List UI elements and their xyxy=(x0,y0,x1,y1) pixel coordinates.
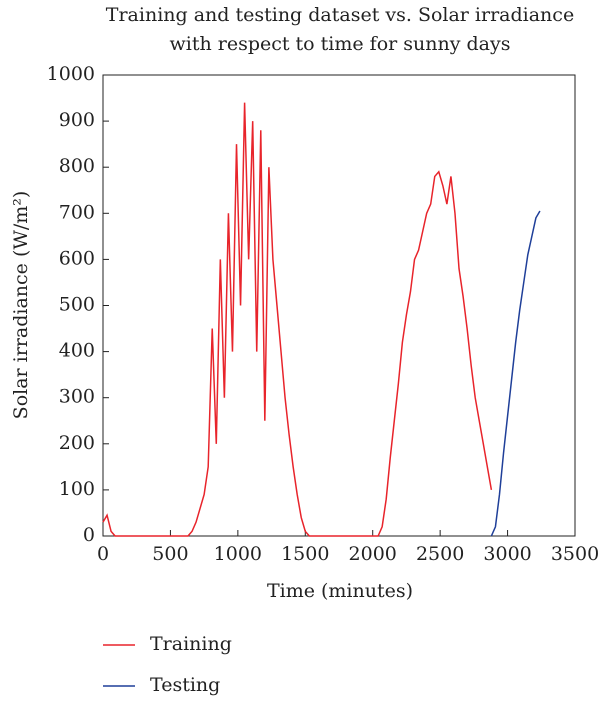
x-tick-label: 3000 xyxy=(483,543,531,565)
y-tick-label: 100 xyxy=(59,478,95,500)
x-tick-label: 2500 xyxy=(416,543,464,565)
y-tick-label: 900 xyxy=(59,109,95,131)
legend-label: Testing xyxy=(150,674,220,696)
series-line xyxy=(490,210,541,537)
y-axis-label: Solar irradiance (W/m²) xyxy=(10,191,32,420)
y-tick-label: 700 xyxy=(59,201,95,223)
y-tick-label: 400 xyxy=(59,340,95,362)
x-tick-label: 0 xyxy=(97,543,109,565)
x-tick-label: 1500 xyxy=(281,543,329,565)
y-tick-label: 300 xyxy=(59,386,95,408)
y-tick-label: 500 xyxy=(59,294,95,316)
y-tick-label: 200 xyxy=(59,432,95,454)
chart-title: with respect to time for sunny days xyxy=(170,33,511,55)
series-line xyxy=(102,102,493,537)
y-tick-label: 1000 xyxy=(47,63,95,85)
chart-title: Training and testing dataset vs. Solar i… xyxy=(106,4,574,26)
y-tick-label: 800 xyxy=(59,155,95,177)
x-tick-label: 3500 xyxy=(551,543,599,565)
x-tick-label: 1000 xyxy=(214,543,262,565)
y-tick-label: 600 xyxy=(59,247,95,269)
plot-frame xyxy=(102,74,576,537)
x-tick-label: 500 xyxy=(152,543,188,565)
legend-label: Training xyxy=(150,633,232,655)
x-axis-label: Time (minutes) xyxy=(267,580,413,602)
y-tick-label: 0 xyxy=(83,524,95,546)
x-tick-label: 2000 xyxy=(349,543,397,565)
